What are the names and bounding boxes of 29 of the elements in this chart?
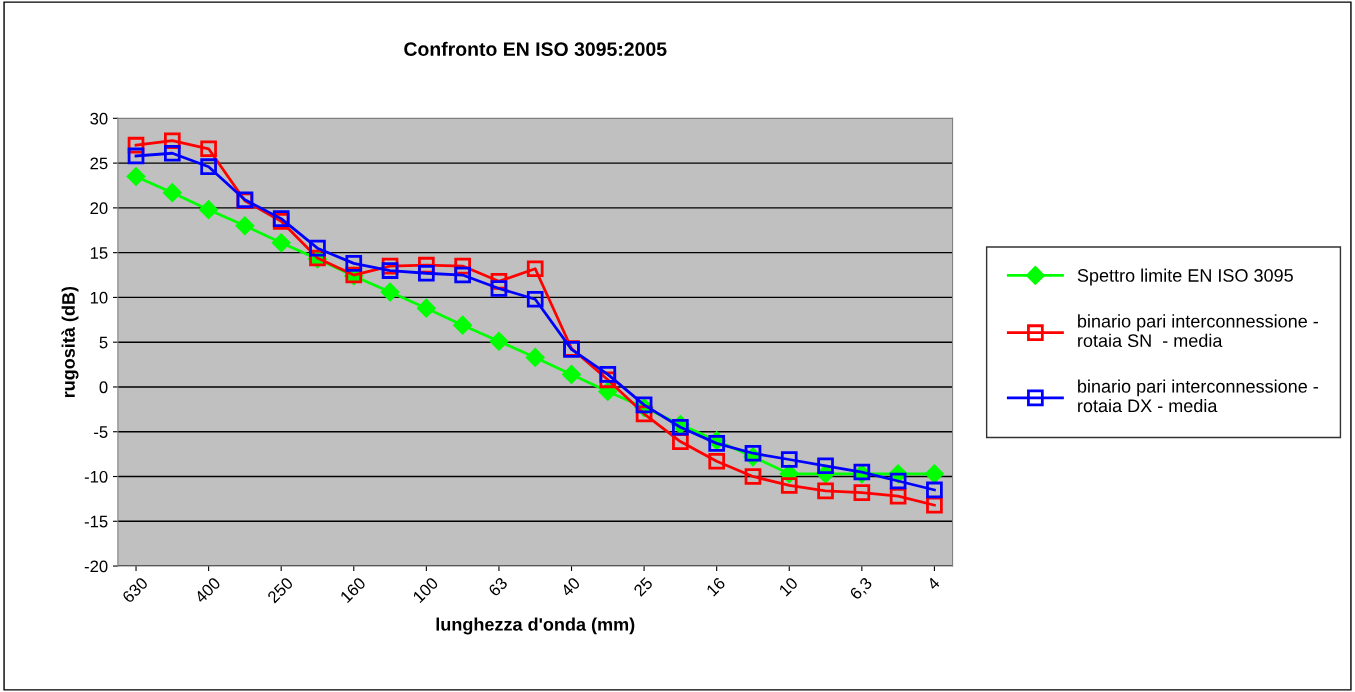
y-tick-label: -15 (84, 515, 108, 528)
x-tick-label: 100 (412, 576, 439, 604)
y-tick-label: 25 (90, 157, 108, 170)
x-tick-label: 6,3 (849, 576, 875, 602)
chart-title: Confronto EN ISO 3095:2005 (404, 41, 667, 57)
x-tick-label: 63 (487, 576, 509, 597)
x-tick-label: 40 (560, 576, 581, 598)
x-tick-label: 4 (926, 576, 941, 591)
y-tick-label: -5 (94, 426, 108, 438)
legend-label: binario pari interconnessione - rotaia SN - media (1078, 314, 1318, 348)
x-tick-label: 16 (705, 576, 726, 597)
x-tick-label: 25 (632, 576, 654, 597)
y-axis-title: rugosità (dB) (61, 286, 79, 398)
x-axis-title: lunghezza d'onda (mm) (436, 617, 635, 635)
legend-label: binario pari interconnessione - rotaia DX - media (1078, 379, 1318, 413)
x-tick-label: 10 (778, 576, 799, 597)
y-tick-label: 10 (90, 291, 108, 304)
y-tick-label: 0 (99, 381, 108, 394)
y-tick-label: 30 (90, 112, 108, 125)
y-tick-label: 5 (99, 336, 108, 349)
y-tick-label: 20 (90, 202, 108, 215)
y-tick-label: 15 (90, 247, 108, 259)
y-tick-label: -10 (84, 470, 108, 483)
x-tick-label: 160 (339, 576, 367, 604)
legend-label: Spettro limite EN ISO 3095 (1077, 268, 1293, 286)
x-tick-label: 250 (266, 576, 294, 604)
y-tick-label: -20 (84, 560, 108, 573)
x-tick-label: 630 (121, 576, 149, 604)
x-tick-label: 400 (193, 576, 222, 604)
